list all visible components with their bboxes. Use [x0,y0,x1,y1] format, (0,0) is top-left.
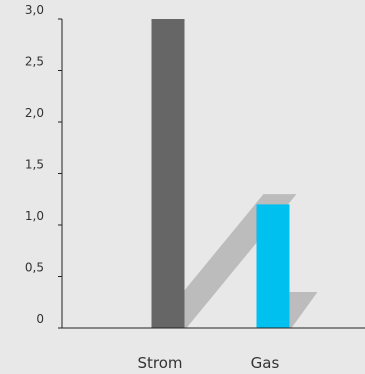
y-tick-label: 2,0 [25,106,44,120]
bar-strom [151,19,185,328]
x-axis-labels: Strom Gas [137,354,279,372]
y-tick-label: 0,5 [25,261,44,275]
y-tick-label: 1,0 [25,209,44,223]
y-tick-label: 3,0 [25,3,44,17]
y-tick-label: 0 [36,312,44,326]
y-axis-ticks: 0 0,5 1,0 1,5 2,0 2,5 3,0 [25,3,62,329]
x-category-label: Strom [137,354,182,372]
y-tick-label: 1,5 [25,158,44,172]
x-category-label: Gas [251,354,280,372]
bars [151,19,290,328]
bar-gas [256,204,290,328]
y-tick-label: 2,5 [25,55,44,69]
